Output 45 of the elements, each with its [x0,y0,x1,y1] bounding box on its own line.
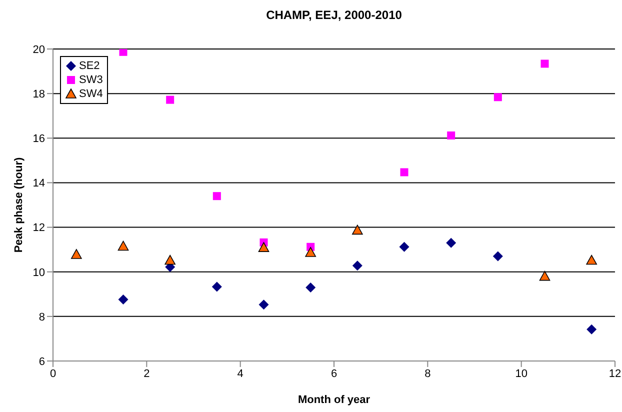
legend-label: SW3 [79,73,103,87]
y-tick-label: 6 [38,356,45,368]
point [586,324,597,334]
point [71,249,82,259]
point [447,131,456,140]
x-axis-title: Month of year [298,394,371,406]
point [352,224,363,235]
point [399,242,410,252]
x-tick-label: 12 [608,368,622,380]
y-axis-title: Peak phase (hour) [12,156,25,253]
legend-label: SW4 [79,87,103,101]
point [212,282,222,292]
y-tick-label: 20 [32,44,45,56]
x-tick-label: 2 [144,368,150,380]
x-tick-label: 10 [515,368,528,380]
point [258,242,270,252]
y-tick-label: 12 [32,222,45,234]
point [586,254,597,265]
point [118,294,128,304]
y-tick-label: 10 [32,266,45,279]
point [540,60,549,68]
point [119,49,128,56]
y-tick-label: 18 [32,88,45,100]
x-tick-label: 0 [50,368,56,380]
point [305,247,316,257]
x-tick-label: 6 [330,368,338,380]
y-tick-label: 16 [32,133,45,146]
point [306,282,316,292]
point [164,254,176,265]
legend-label: SE2 [79,59,100,73]
point [492,251,503,262]
point [212,192,221,200]
point [352,260,362,271]
chart-title: CHAMP, EEJ, 2000-2010 [265,8,403,22]
x-tick-label: 8 [424,368,431,380]
y-tick-label: 14 [32,178,45,190]
point [118,240,129,251]
point [400,168,408,176]
point [494,93,502,102]
point [446,238,456,248]
point [166,96,174,104]
point [258,300,269,310]
y-tick-label: 8 [38,311,45,324]
point [539,270,550,281]
x-tick-label: 4 [237,368,244,380]
